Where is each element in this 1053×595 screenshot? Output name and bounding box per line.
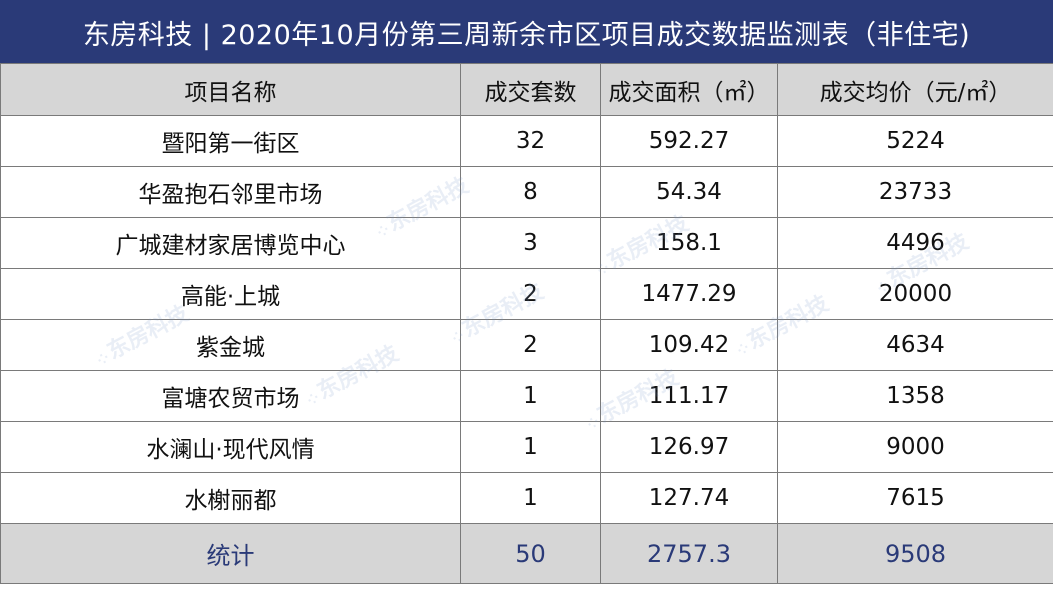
header-units-sold: 成交套数 (460, 63, 601, 116)
cell-units-sold: 2 (460, 268, 601, 320)
table-row: 水榭丽都 1 127.74 7615 (0, 472, 1053, 524)
cell-project-name: 广城建材家居博览中心 (0, 217, 461, 269)
transaction-table: 项目名称 成交套数 成交面积（㎡） 成交均价（元/㎡） 暨阳第一街区 32 59… (0, 63, 1053, 584)
cell-project-name: 紫金城 (0, 319, 461, 371)
header-area: 成交面积（㎡） (600, 63, 778, 116)
cell-avg-price: 1358 (777, 370, 1053, 422)
cell-project-name: 水澜山·现代风情 (0, 421, 461, 473)
cell-project-name: 暨阳第一街区 (0, 115, 461, 167)
total-row: 统计 50 2757.3 9508 (0, 523, 1053, 584)
cell-area: 1477.29 (600, 268, 778, 320)
header-avg-price: 成交均价（元/㎡） (777, 63, 1053, 116)
cell-avg-price: 4634 (777, 319, 1053, 371)
cell-area: 127.74 (600, 472, 778, 524)
total-avg-price: 9508 (777, 523, 1053, 584)
table-row: 高能·上城 2 1477.29 20000 (0, 268, 1053, 320)
table-row: 紫金城 2 109.42 4634 (0, 319, 1053, 371)
table-row: 富塘农贸市场 1 111.17 1358 (0, 370, 1053, 422)
cell-project-name: 水榭丽都 (0, 472, 461, 524)
cell-project-name: 高能·上城 (0, 268, 461, 320)
cell-units-sold: 3 (460, 217, 601, 269)
table-row: 暨阳第一街区 32 592.27 5224 (0, 115, 1053, 167)
cell-avg-price: 20000 (777, 268, 1053, 320)
cell-area: 158.1 (600, 217, 778, 269)
cell-units-sold: 8 (460, 166, 601, 218)
cell-area: 109.42 (600, 319, 778, 371)
page-title: 东房科技 | 2020年10月份第三周新余市区项目成交数据监测表（非住宅) (0, 0, 1053, 63)
cell-avg-price: 23733 (777, 166, 1053, 218)
cell-avg-price: 4496 (777, 217, 1053, 269)
total-area: 2757.3 (600, 523, 778, 584)
table-header-row: 项目名称 成交套数 成交面积（㎡） 成交均价（元/㎡） (0, 63, 1053, 116)
cell-area: 111.17 (600, 370, 778, 422)
cell-units-sold: 2 (460, 319, 601, 371)
cell-units-sold: 1 (460, 421, 601, 473)
cell-units-sold: 1 (460, 472, 601, 524)
cell-avg-price: 9000 (777, 421, 1053, 473)
cell-units-sold: 1 (460, 370, 601, 422)
table-row: 水澜山·现代风情 1 126.97 9000 (0, 421, 1053, 473)
header-project-name: 项目名称 (0, 63, 461, 116)
cell-project-name: 华盈抱石邻里市场 (0, 166, 461, 218)
cell-avg-price: 5224 (777, 115, 1053, 167)
cell-units-sold: 32 (460, 115, 601, 167)
cell-area: 126.97 (600, 421, 778, 473)
cell-avg-price: 7615 (777, 472, 1053, 524)
cell-area: 592.27 (600, 115, 778, 167)
table-row: 华盈抱石邻里市场 8 54.34 23733 (0, 166, 1053, 218)
cell-area: 54.34 (600, 166, 778, 218)
total-units-sold: 50 (460, 523, 601, 584)
cell-project-name: 富塘农贸市场 (0, 370, 461, 422)
total-label: 统计 (0, 523, 461, 584)
table-row: 广城建材家居博览中心 3 158.1 4496 (0, 217, 1053, 269)
